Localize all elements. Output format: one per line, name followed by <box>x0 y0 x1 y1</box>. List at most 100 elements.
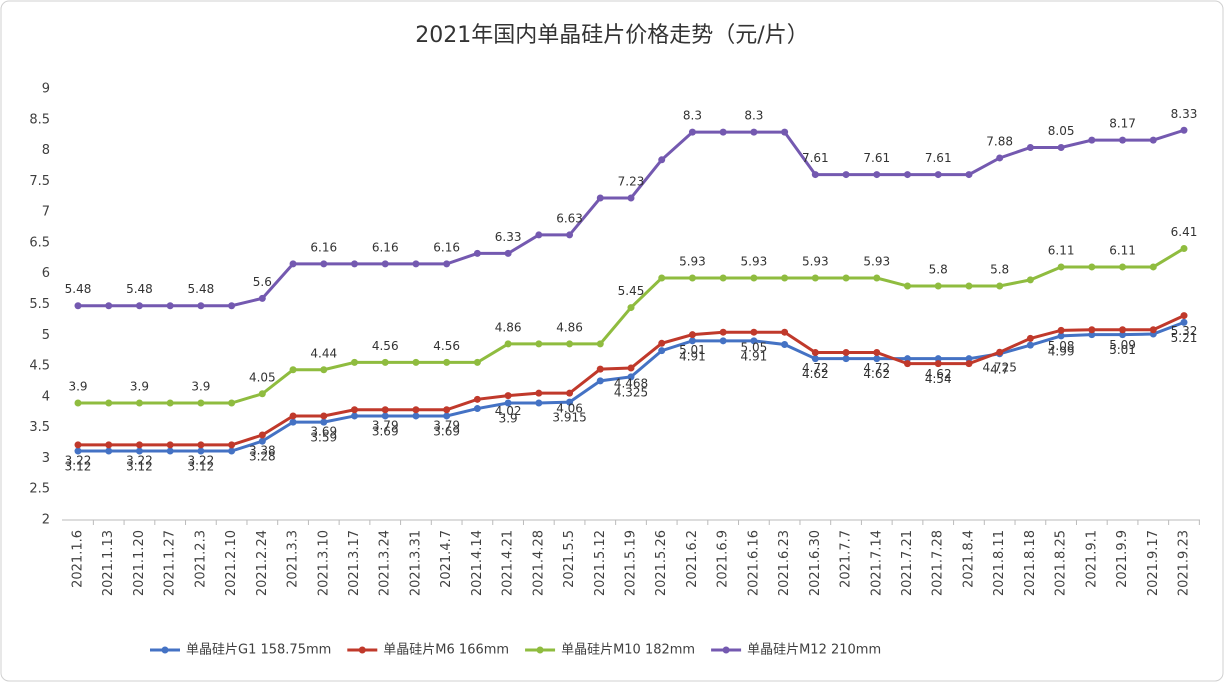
legend-label: 单晶硅片G1 158.75mm <box>186 643 331 658</box>
point <box>535 340 543 348</box>
y-tick-label: 8.5 <box>29 112 50 127</box>
point <box>1119 136 1127 144</box>
value-label: 3.9 <box>130 380 149 394</box>
point <box>228 302 236 310</box>
point <box>996 348 1004 356</box>
point <box>1180 318 1188 326</box>
point <box>996 154 1004 162</box>
point <box>934 355 942 363</box>
point <box>934 282 942 290</box>
x-tick-label: 2021.3.31 <box>408 530 423 596</box>
point <box>1057 332 1065 340</box>
x-tick-label: 2021.2.3 <box>193 530 208 588</box>
value-label: 4.62 <box>925 367 952 381</box>
value-label: 3.38 <box>249 444 276 458</box>
y-tick-label: 2.5 <box>29 482 50 497</box>
value-label: 3.69 <box>310 424 337 438</box>
point <box>719 128 727 136</box>
value-label: 3.9 <box>499 412 518 426</box>
x-tick-label: 2021.7.21 <box>900 530 915 596</box>
point <box>688 128 696 136</box>
legend-marker <box>536 646 544 654</box>
value-label: 3.915 <box>552 411 586 425</box>
point <box>443 358 451 366</box>
value-label: 3.12 <box>188 460 215 474</box>
legend-label: 单晶硅片M12 210mm <box>747 643 881 658</box>
value-label: 6.11 <box>1109 243 1136 257</box>
point <box>1149 263 1157 271</box>
value-label: 4.05 <box>249 370 276 384</box>
legend-marker <box>358 646 366 654</box>
x-tick-label: 2021.1.20 <box>132 530 147 596</box>
point <box>504 392 512 400</box>
value-label: 5.93 <box>741 255 768 269</box>
point <box>105 447 113 455</box>
value-label: 3.22 <box>65 453 92 467</box>
value-label: 5.05 <box>741 341 768 355</box>
value-label: 5.6 <box>253 275 272 289</box>
value-label: 4.72 <box>802 361 829 375</box>
point <box>596 194 604 202</box>
point <box>1119 263 1127 271</box>
point <box>965 355 973 363</box>
point <box>811 171 819 179</box>
x-tick-label: 2021.3.17 <box>347 530 362 596</box>
point <box>135 441 143 449</box>
x-tick-label: 2021.8.4 <box>961 530 976 588</box>
legend-label: 单晶硅片M6 166mm <box>383 643 509 658</box>
point <box>351 406 358 414</box>
y-tick-label: 8 <box>42 143 50 158</box>
y-tick-label: 7.5 <box>29 174 50 189</box>
point <box>443 260 451 268</box>
point <box>135 447 143 455</box>
x-tick-label: 2021.4.7 <box>439 530 454 588</box>
point <box>535 231 543 239</box>
point <box>781 328 789 336</box>
y-tick-label: 5.5 <box>29 297 50 312</box>
value-label: 5.48 <box>126 282 153 296</box>
point <box>197 399 205 407</box>
point <box>1149 326 1157 334</box>
value-label: 7.23 <box>618 174 645 188</box>
point <box>258 294 266 302</box>
x-tick-label: 2021.4.21 <box>501 530 516 596</box>
point <box>904 282 911 290</box>
value-label: 4.86 <box>556 320 583 334</box>
x-tick-label: 2021.2.10 <box>224 530 239 596</box>
value-label: 5.8 <box>990 263 1009 277</box>
point <box>135 399 143 407</box>
point <box>1026 334 1034 342</box>
value-label: 4.56 <box>372 339 399 353</box>
point <box>473 405 481 413</box>
point <box>873 171 881 179</box>
value-label: 4.56 <box>433 339 460 353</box>
value-label: 3.12 <box>126 460 153 474</box>
point <box>473 249 481 257</box>
point <box>688 337 696 345</box>
point <box>1180 312 1188 320</box>
point <box>873 355 881 363</box>
value-label: 5.93 <box>863 255 890 269</box>
value-label: 7.61 <box>802 151 829 165</box>
x-tick-label: 2021.8.18 <box>1023 530 1038 596</box>
point <box>688 331 696 339</box>
value-label: 3.79 <box>372 418 399 432</box>
value-label: 5.21 <box>1171 331 1198 345</box>
point <box>627 373 635 381</box>
point <box>1088 326 1096 334</box>
value-label: 3.22 <box>126 453 153 467</box>
value-label: 8.05 <box>1048 124 1075 138</box>
x-tick-label: 2021.9.17 <box>1146 530 1161 596</box>
point <box>351 412 358 420</box>
value-label: 3.79 <box>433 418 460 432</box>
value-label: 7.88 <box>986 134 1013 148</box>
point <box>1180 126 1188 134</box>
point <box>228 441 236 449</box>
point <box>1088 136 1096 144</box>
legend-marker <box>722 646 730 654</box>
point <box>566 340 574 348</box>
point <box>1119 331 1127 339</box>
point <box>1057 326 1065 334</box>
